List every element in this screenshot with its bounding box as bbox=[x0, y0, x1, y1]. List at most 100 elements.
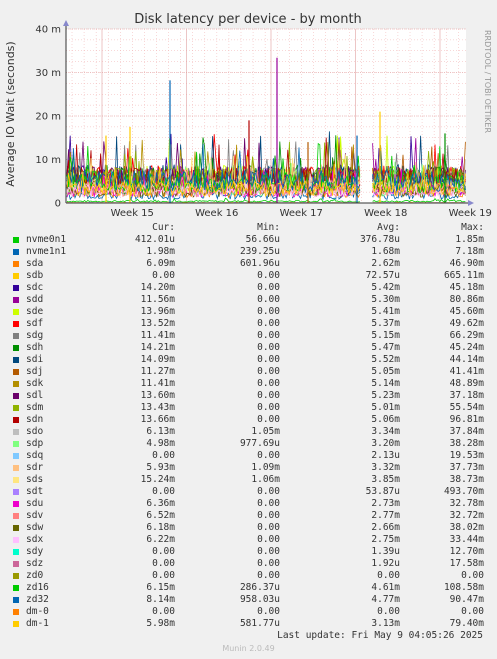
legend-cur-value: 13.96m bbox=[140, 306, 175, 317]
legend-max-value: 96.81m bbox=[449, 414, 484, 425]
legend-row: sdo 6.13m 1.05m 3.34m 37.84m bbox=[0, 426, 497, 438]
legend-row: sdi 14.09m 0.00 5.52m 44.14m bbox=[0, 354, 497, 366]
legend-swatch bbox=[13, 429, 19, 435]
legend-cur-value: 0.00 bbox=[152, 546, 175, 557]
legend-cur-value: 4.98m bbox=[146, 438, 175, 449]
legend-cur-value: 6.13m bbox=[146, 426, 175, 437]
legend-cur-value: 6.15m bbox=[146, 582, 175, 593]
legend-swatch bbox=[13, 285, 19, 291]
legend-series-name: sde bbox=[26, 306, 44, 317]
legend-swatch bbox=[13, 525, 19, 531]
legend-max-value: 1.85m bbox=[455, 234, 484, 245]
x-tick-label: Week 16 bbox=[195, 208, 238, 219]
legend-series-name: sdn bbox=[26, 414, 44, 425]
legend-series-name: sdd bbox=[26, 294, 44, 305]
legend-row: sdu 6.36m 0.00 2.73m 32.78m bbox=[0, 498, 497, 510]
series-line-nvme0n1 bbox=[372, 197, 466, 203]
legend-max-value: 19.53m bbox=[449, 450, 484, 461]
legend-swatch bbox=[13, 249, 19, 255]
legend-series-name: sdt bbox=[26, 486, 44, 497]
legend-avg-value: 3.20m bbox=[371, 438, 400, 449]
legend-cur-value: 8.14m bbox=[146, 594, 175, 605]
legend-swatch bbox=[13, 513, 19, 519]
legend-swatch bbox=[13, 345, 19, 351]
last-update: Last update: Fri May 9 04:05:26 2025 bbox=[277, 630, 483, 641]
legend-series-name: sdw bbox=[26, 522, 44, 533]
legend-row: sdh 14.21m 0.00 5.47m 45.24m bbox=[0, 342, 497, 354]
legend-series-name: sdl bbox=[26, 390, 44, 401]
legend-cur-value: 6.09m bbox=[146, 258, 175, 269]
legend-avg-value: 1.39u bbox=[371, 546, 400, 557]
x-tick-label: Week 15 bbox=[111, 208, 154, 219]
legend-swatch bbox=[13, 405, 19, 411]
legend-avg-value: 5.30m bbox=[371, 294, 400, 305]
legend-header: Cur: Min: Avg: Max: bbox=[0, 222, 497, 234]
legend-swatch bbox=[13, 297, 19, 303]
legend-swatch bbox=[13, 501, 19, 507]
legend-max-value: 17.58m bbox=[449, 558, 484, 569]
series-line-zd16 bbox=[372, 146, 466, 193]
legend-cur-value: 6.18m bbox=[146, 522, 175, 533]
legend-cur-value: 0.00 bbox=[152, 486, 175, 497]
legend-max-value: 12.70m bbox=[449, 546, 484, 557]
legend-cur-value: 14.09m bbox=[140, 354, 175, 365]
legend-series-name: zd16 bbox=[26, 582, 49, 593]
legend-min-value: 0.00 bbox=[257, 546, 280, 557]
legend-row: sdr 5.93m 1.09m 3.32m 37.73m bbox=[0, 462, 497, 474]
legend-min-value: 0.00 bbox=[257, 318, 280, 329]
legend-avg-value: 5.06m bbox=[371, 414, 400, 425]
legend-row: sdl 13.60m 0.00 5.23m 37.18m bbox=[0, 390, 497, 402]
legend-avg-value: 5.42m bbox=[371, 282, 400, 293]
legend-row: sdf 13.52m 0.00 5.37m 49.62m bbox=[0, 318, 497, 330]
chart: Disk latency per device - by month Avera… bbox=[4, 12, 492, 219]
legend-min-value: 0.00 bbox=[257, 558, 280, 569]
legend-max-value: 0.00 bbox=[461, 606, 484, 617]
legend-max-value: 79.40m bbox=[449, 618, 484, 629]
legend-cur-value: 0.00 bbox=[152, 570, 175, 581]
x-tick-label: Week 18 bbox=[364, 208, 407, 219]
legend-min-value: 0.00 bbox=[257, 606, 280, 617]
legend-cur-value: 0.00 bbox=[152, 606, 175, 617]
legend-cur-value: 1.98m bbox=[146, 246, 175, 257]
header-min: Min: bbox=[257, 222, 280, 233]
legend-avg-value: 2.66m bbox=[371, 522, 400, 533]
series-line-dm-1 bbox=[372, 165, 466, 197]
legend-cur-value: 0.00 bbox=[152, 270, 175, 281]
legend-max-value: 37.84m bbox=[449, 426, 484, 437]
y-tick-label: 30 m bbox=[35, 68, 61, 79]
legend-series-name: sdq bbox=[26, 450, 44, 461]
legend-min-value: 0.00 bbox=[257, 510, 280, 521]
legend-avg-value: 3.32m bbox=[371, 462, 400, 473]
legend-swatch bbox=[13, 237, 19, 243]
legend-min-value: 0.00 bbox=[257, 270, 280, 281]
legend-series-name: nvme1n1 bbox=[26, 246, 67, 257]
legend-min-value: 1.05m bbox=[251, 426, 280, 437]
legend-swatch bbox=[13, 357, 19, 363]
legend-series-name: sdr bbox=[26, 462, 44, 473]
legend-cur-value: 11.41m bbox=[140, 378, 175, 389]
legend-max-value: 38.02m bbox=[449, 522, 484, 533]
legend-avg-value: 0.00 bbox=[377, 606, 400, 617]
legend-swatch bbox=[13, 549, 19, 555]
legend-min-value: 0.00 bbox=[257, 414, 280, 425]
legend-series-name: zd32 bbox=[26, 594, 49, 605]
legend-series-name: sdx bbox=[26, 534, 44, 545]
legend-min-value: 0.00 bbox=[257, 450, 280, 461]
legend-series-name: dm-1 bbox=[26, 618, 49, 629]
y-tick-label: 10 m bbox=[35, 155, 61, 166]
legend-cur-value: 14.21m bbox=[140, 342, 175, 353]
legend-min-value: 0.00 bbox=[257, 342, 280, 353]
y-axis-arrow-icon bbox=[63, 20, 69, 26]
legend-swatch bbox=[13, 609, 19, 615]
legend-avg-value: 5.47m bbox=[371, 342, 400, 353]
legend-series-name: sds bbox=[26, 474, 44, 485]
legend-max-value: 45.60m bbox=[449, 306, 484, 317]
legend-row: nvme0n1 412.01u 56.66u 376.78u 1.85m bbox=[0, 234, 497, 246]
legend-max-value: 38.73m bbox=[449, 474, 484, 485]
legend-row: nvme1n1 1.98m 239.25u 1.68m 7.18m bbox=[0, 246, 497, 258]
legend-avg-value: 5.37m bbox=[371, 318, 400, 329]
legend-max-value: 44.14m bbox=[449, 354, 484, 365]
legend-min-value: 0.00 bbox=[257, 378, 280, 389]
legend-row: sdm 13.43m 0.00 5.01m 55.54m bbox=[0, 402, 497, 414]
legend-row: sdj 11.27m 0.00 5.05m 41.41m bbox=[0, 366, 497, 378]
